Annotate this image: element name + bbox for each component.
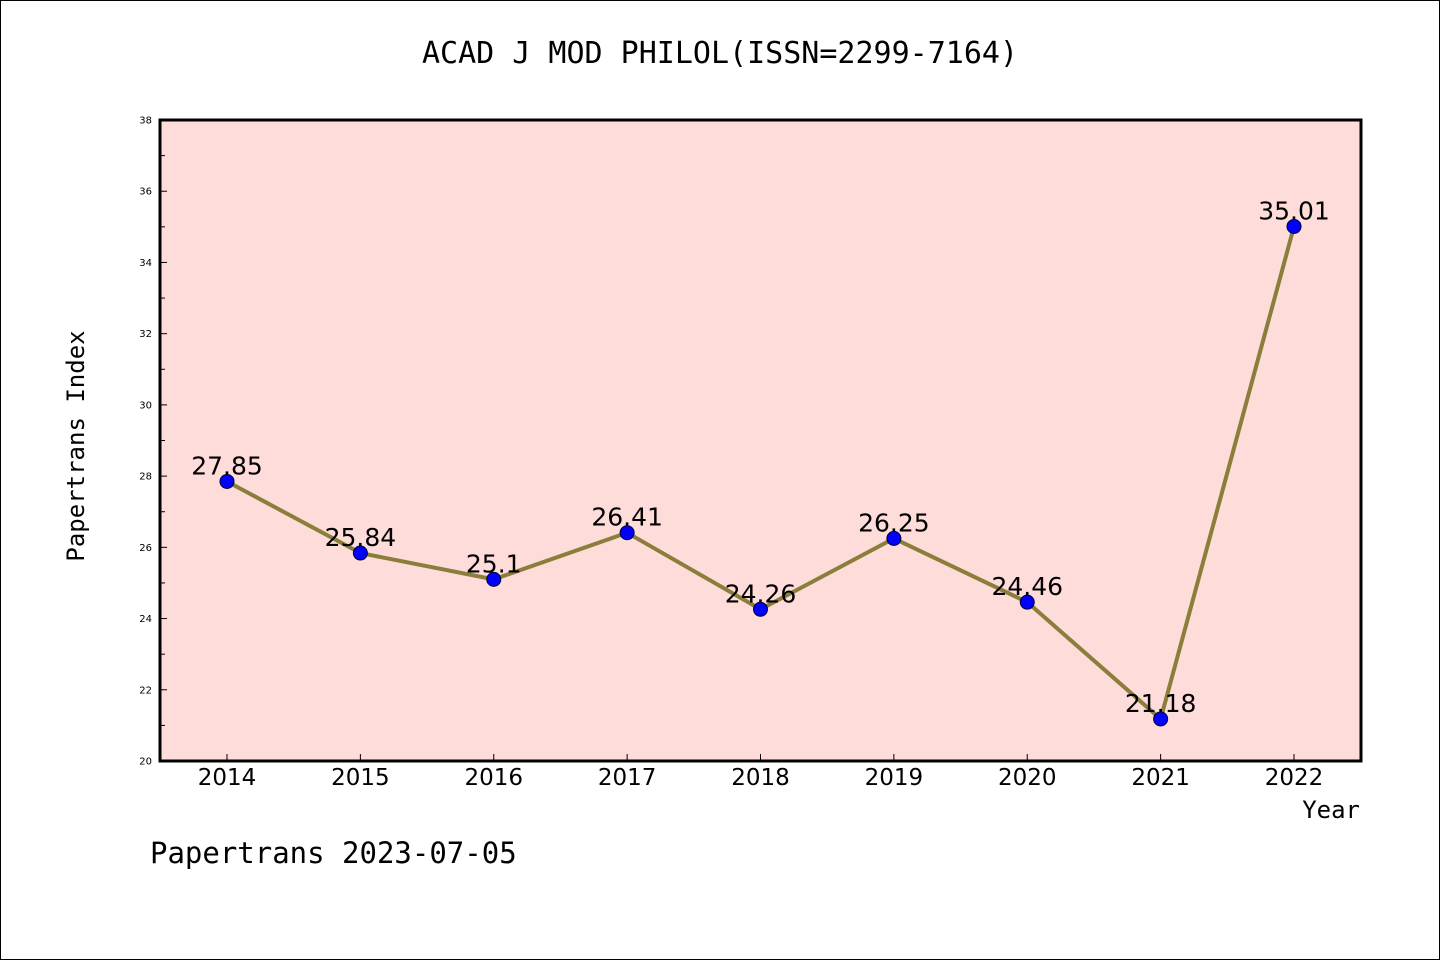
- data-labels: 27.85 25.84 25.1 26.41 24.26 26.25 24.46 21.18 3…: [191, 196, 1330, 718]
- data-label: 26.41: [591, 503, 663, 532]
- data-label: 24.26: [725, 579, 797, 608]
- y-tick-label: 20: [139, 757, 152, 768]
- x-tick-label: 2014: [198, 765, 257, 791]
- chart-title: ACAD J MOD PHILOL(ISSN=2299-7164): [421, 36, 1019, 71]
- x-tick-label: 2015: [331, 765, 390, 791]
- x-tick-label: 2018: [731, 765, 790, 791]
- data-point: [1286, 218, 1302, 234]
- x-tick-label: 2019: [865, 765, 924, 791]
- data-point: [1153, 711, 1169, 727]
- y-tick-label: 22: [139, 685, 152, 696]
- data-point: [352, 545, 368, 561]
- y-tick-label: 26: [139, 543, 152, 554]
- data-point: [486, 571, 502, 587]
- data-label: 25.1: [466, 549, 522, 578]
- data-label: 24.46: [991, 572, 1063, 601]
- data-label: 35.01: [1258, 196, 1330, 225]
- y-tick-label: 36: [139, 187, 152, 198]
- x-axis-label: Year: [1302, 796, 1360, 824]
- y-tick-label: 38: [139, 116, 152, 127]
- y-tick-label: 30: [139, 400, 152, 411]
- data-label: 21.18: [1125, 689, 1197, 718]
- y-tick-label: 32: [139, 329, 152, 340]
- data-label: 25.84: [325, 523, 397, 552]
- footer-source-date: Papertrans 2023-07-05: [150, 836, 517, 870]
- data-point: [753, 601, 768, 617]
- y-tick-label: 34: [139, 258, 152, 269]
- plot-border: [158, 118, 1363, 763]
- data-label: 27.85: [191, 451, 263, 480]
- data-point: [886, 530, 902, 546]
- data-point: [619, 525, 635, 541]
- x-tick-label: 2022: [1265, 765, 1324, 791]
- data-points: [219, 218, 1302, 727]
- x-tick-label: 2017: [598, 765, 657, 791]
- data-point: [219, 473, 235, 489]
- x-tick-label: 2021: [1131, 765, 1190, 791]
- x-tick-label: 2016: [464, 765, 523, 791]
- x-tick-label: 2020: [998, 765, 1057, 791]
- x-axis-ticks: 2014 2015 2016 2017 2018 2019 2020 2021 2022: [198, 754, 1324, 791]
- data-label: 26.25: [858, 508, 930, 537]
- plot-area: [160, 120, 1361, 761]
- y-tick-label: 28: [139, 472, 152, 483]
- data-point: [1019, 594, 1035, 610]
- y-tick-label: 24: [139, 614, 152, 625]
